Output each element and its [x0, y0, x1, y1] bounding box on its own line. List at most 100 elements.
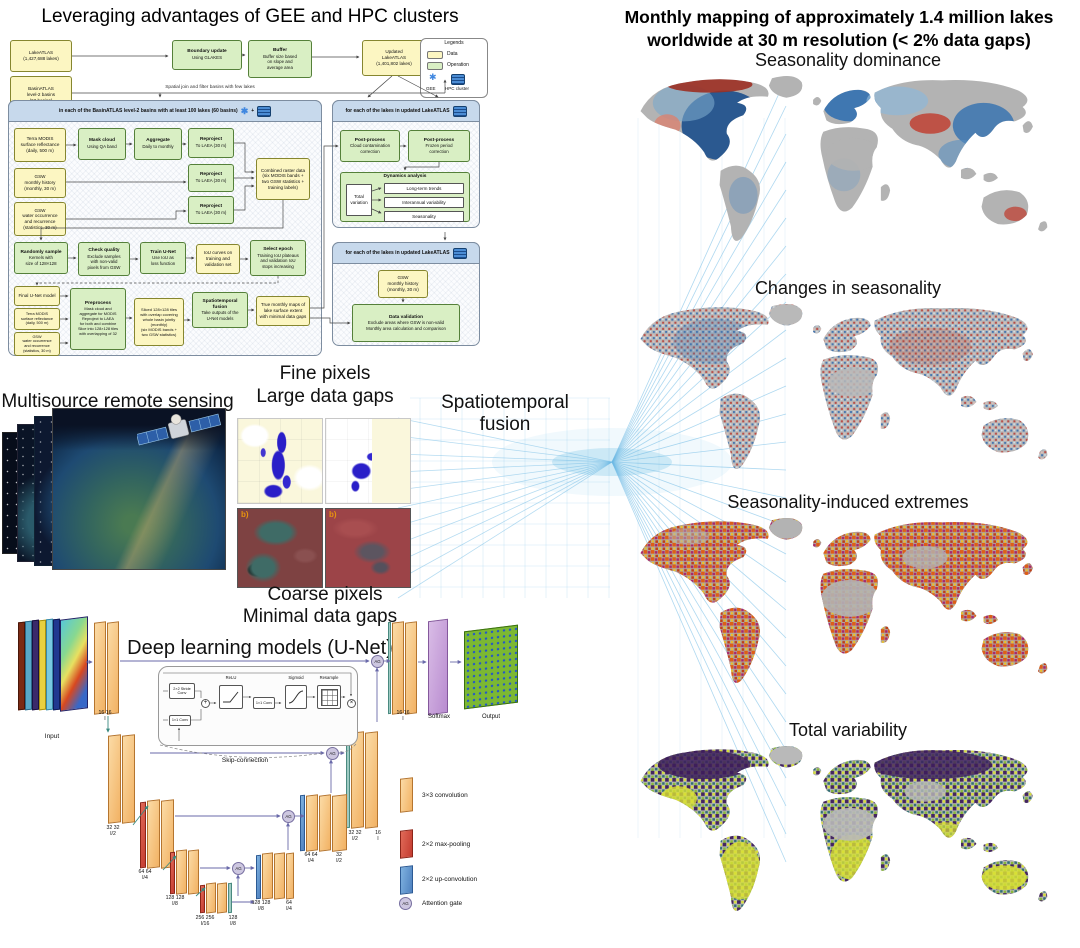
unet-connectors — [86, 658, 462, 905]
coarse-pixels-label: Coarse pixels — [267, 584, 383, 605]
softmax-label: Softmax — [427, 714, 450, 720]
unet-input-label: Input — [44, 733, 60, 740]
multisource-label: Multisource remote sensing — [1, 391, 234, 412]
lake-container-2-header: for each of the lakes in updated LakeATL… — [332, 242, 480, 264]
satellite-image-front — [52, 408, 226, 570]
box-true-monthly-maps: True monthly maps of lake surface extent… — [256, 296, 310, 326]
box-terra-modis: Terra MODIS surface reflectance (daily, … — [14, 128, 66, 162]
legend-operation-label: Operation — [447, 62, 469, 68]
legend-conv-swatch — [400, 777, 413, 813]
fine-pixel-map-2 — [325, 418, 411, 504]
spatial-join-label: Spatial join and filter basins with few … — [165, 85, 255, 90]
fusion-label: Spatiotemporal fusion — [441, 392, 569, 435]
box-postprocess-frozen: Post-process Frozen period correction — [408, 130, 470, 162]
inset-stride-conv: 2×2 Stride Conv — [169, 683, 195, 699]
hpc-cluster-icon — [452, 247, 467, 259]
output-label: Output — [481, 714, 500, 720]
unet-title: Deep learning models (U-Net) — [127, 637, 393, 659]
panel-label-b: b) — [329, 510, 337, 519]
world-map-total-variability — [640, 745, 1048, 911]
box-train-unet: Train U-Net Use IoU as loss function — [140, 242, 186, 274]
box-stfusion: Spatiotemporal fusion Take outputs of the… — [192, 292, 248, 328]
box-interannual: Interannual variability — [384, 197, 464, 208]
hpc-cluster-icon — [451, 74, 465, 85]
attention-gate: AG — [282, 810, 295, 823]
box-seasonality: Seasonality — [384, 211, 464, 222]
box-reproject-3: Reproject To LAEA (30 m) — [188, 196, 234, 224]
box-aggregate: Aggregate Daily to monthly — [134, 128, 182, 160]
box-randomly-sample: Randomly sample Kernels with size of 128×… — [14, 242, 68, 274]
box-final-unet: Final U-Net model — [14, 286, 60, 306]
hpc-cluster-icon — [452, 105, 467, 117]
box-iou-curves: IoU curves on training and validation se… — [196, 244, 240, 274]
fine-pixels-label: Fine pixels — [279, 363, 371, 384]
box-sliced-tiles: Sliced 128×128 tiles with overlap coveri… — [134, 298, 184, 346]
box-longterm-trends: Long-term trends — [384, 183, 464, 194]
minimal-gaps-label: Minimal data gaps — [242, 606, 398, 627]
box-combined-raster: Combined raster data (six MODIS bands + … — [256, 158, 310, 200]
satellite-icon — [137, 413, 221, 446]
world-map-seasonality-dominance — [640, 75, 1048, 241]
legend-data-swatch — [427, 51, 443, 59]
map-title-seasonality-dominance: Seasonality dominance — [754, 50, 942, 70]
coarse-pixel-map-2: b) — [325, 508, 411, 588]
box-gsw-stats-2: GSW water occurrence and recurrence (sta… — [14, 332, 60, 356]
flow-connectors — [35, 53, 447, 345]
basin-container-header: in each of the BasinATLAS level-2 basins… — [8, 100, 322, 122]
inset-connectors — [163, 672, 353, 741]
large-gaps-label: Large data gaps — [256, 386, 394, 407]
box-select-epoch: Select epoch Training IoU plateaus and va… — [250, 240, 306, 276]
box-lakeatlas: LakeATLAS (1,427,688 lakes) — [10, 40, 72, 72]
box-reproject-1: Reproject To LAEA (30 m) — [188, 128, 234, 158]
box-updated-lakeatlas: Updated LakeATLAS (1,401,802 lakes) — [362, 40, 426, 76]
inset-conv1: 1×1 Conv — [169, 715, 191, 726]
resample-grid-icon — [320, 688, 338, 706]
legend-operation-swatch — [427, 62, 443, 70]
map-title-total-variability: Total variability — [788, 720, 908, 740]
multiply-icon: × — [347, 699, 356, 708]
panel-label-b: b) — [241, 510, 249, 519]
inset-conv2: 1×1 Conv — [253, 697, 275, 709]
maps-main-title: Monthly mapping of approximately 1.4 mil… — [624, 7, 1054, 50]
legend-pool-swatch — [400, 829, 413, 859]
map-title-changes-seasonality: Changes in seasonality — [754, 278, 942, 298]
box-data-validation: Data validation Exclude areas where GSW i… — [352, 304, 460, 342]
attention-gate-inset: 2×2 Stride Conv 1×1 Conv + ReLU 1×1 Conv… — [158, 666, 358, 746]
box-postprocess-cloud: Post-process Cloud contamination correcti… — [340, 130, 400, 162]
legend-data-label: Data — [447, 51, 458, 57]
coarse-pixel-map-1: b) — [237, 508, 323, 588]
lake-container-1-header: for each of the lakes in updated LakeATL… — [332, 100, 480, 122]
legend-gee-label: GEE — [426, 86, 436, 91]
world-map-seasonality-extremes — [640, 517, 1048, 683]
attention-gate: AG — [371, 655, 384, 668]
box-boundary-update: Boundary update Using GLAKES — [172, 40, 242, 70]
legend-hpc-label: HPC cluster — [445, 86, 470, 91]
attention-gate: AG — [326, 747, 339, 760]
box-buffer: Buffer Buffer size based on slope and ave… — [248, 40, 312, 78]
legend-upconv-swatch — [400, 865, 413, 895]
box-total-variation: Total variation — [346, 184, 372, 216]
box-gsw-monthly: GSW monthly history (monthly, 30 m) — [14, 168, 66, 198]
world-map-changes-seasonality — [640, 303, 1048, 469]
box-reproject-2: Reproject To LAEA (30 m) — [188, 164, 234, 192]
map-title-seasonality-extremes: Seasonality-induced extremes — [727, 492, 969, 512]
box-gsw-stats: GSW water occurrence and recurrence (sta… — [14, 202, 66, 236]
gee-icon: ✱ — [429, 72, 437, 82]
box-preprocess: Preprocess Mask cloud and aggregate for M… — [70, 288, 126, 350]
legend-attention-gate: AG — [399, 897, 412, 910]
inset-resample-label: Resample — [319, 675, 339, 680]
box-mask-cloud: Mask cloud Using QA band — [78, 128, 126, 160]
add-icon: + — [201, 699, 210, 708]
sigmoid-curve-icon — [288, 690, 304, 704]
box-terra-modis-2: Terra MODIS surface reflectance (daily, … — [14, 308, 60, 330]
hpc-cluster-icon — [257, 105, 272, 117]
attention-gate: AG — [232, 862, 245, 875]
relu-curve-icon — [223, 691, 239, 703]
inset-relu-label: ReLU — [225, 675, 237, 680]
gee-icon: ✱ — [240, 105, 249, 116]
legend-title: Legends — [444, 40, 464, 46]
flowchart-title: Leveraging advantages of GEE and HPC clu… — [41, 6, 459, 27]
box-check-quality: Check quality Exclude samples with non-va… — [78, 242, 130, 276]
fine-pixel-map-1 — [237, 418, 323, 504]
skip-connection-label: Skip-connection — [221, 757, 269, 764]
